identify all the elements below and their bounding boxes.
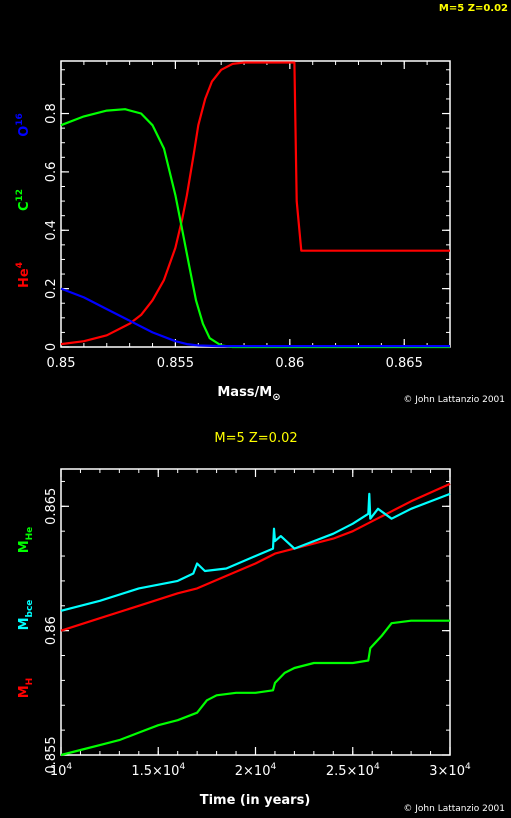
- x-tick-label: 2.5×104: [326, 762, 380, 779]
- solar-symbol: ⊙: [272, 392, 280, 403]
- x-tick-label: 0.86: [275, 356, 304, 371]
- x-tick-label: 104: [50, 762, 73, 779]
- series-line-he4: [60, 61, 450, 346]
- y-tick-label: 0.865: [44, 488, 59, 525]
- series-line-mbce: [60, 492, 451, 612]
- y-axis-labels: MH Mbce MHe: [17, 527, 35, 699]
- core-mass-chart: M=5 Z=0.02 104 1.5×104 2×104 2.5×104 3×104 0.…: [17, 431, 505, 814]
- x-tick-label: 1.5×104: [131, 762, 185, 779]
- credit-top: © John Lattanzio 2001: [403, 395, 505, 405]
- y-tick-label: 0.855: [44, 736, 59, 773]
- y-label-2: O16: [15, 113, 32, 137]
- series-line-mh: [60, 619, 450, 757]
- y-label-0: He4: [15, 262, 32, 288]
- y-label-1: Mbce: [17, 600, 35, 631]
- y-tick-label: 0.6: [44, 162, 59, 183]
- series-line-mhe: [60, 482, 451, 632]
- x-tick-label: 0.85: [47, 356, 76, 371]
- x-axis-label: Time (in years): [200, 793, 311, 808]
- corner-label: M=5 Z=0.02: [439, 3, 508, 14]
- plot-frame: [60, 60, 451, 348]
- credit-bottom: © John Lattanzio 2001: [403, 804, 505, 814]
- x-tick-label: 2×104: [235, 762, 277, 779]
- x-tick-label: 0.855: [157, 356, 194, 371]
- x-tick-label: 0.865: [386, 356, 423, 371]
- y-tick-label: 0.4: [44, 220, 59, 241]
- y-tick-label: 0.2: [44, 278, 59, 299]
- x-tick-label: 3×104: [429, 762, 471, 779]
- series-line-o16: [60, 287, 450, 348]
- y-label-0: MH: [17, 678, 35, 698]
- y-tick-label: 0.8: [44, 103, 59, 124]
- y-tick-label: 0.86: [44, 616, 59, 645]
- x-axis-label: Mass/M⊙: [217, 385, 280, 403]
- y-tick-label: 0: [44, 343, 59, 351]
- y-label-2: MHe: [17, 527, 35, 554]
- y-label-1: C12: [15, 189, 32, 211]
- series-line-c12: [60, 108, 450, 349]
- y-axis-labels: He4 C12 O16: [15, 113, 32, 288]
- chart-title: M=5 Z=0.02: [214, 431, 297, 446]
